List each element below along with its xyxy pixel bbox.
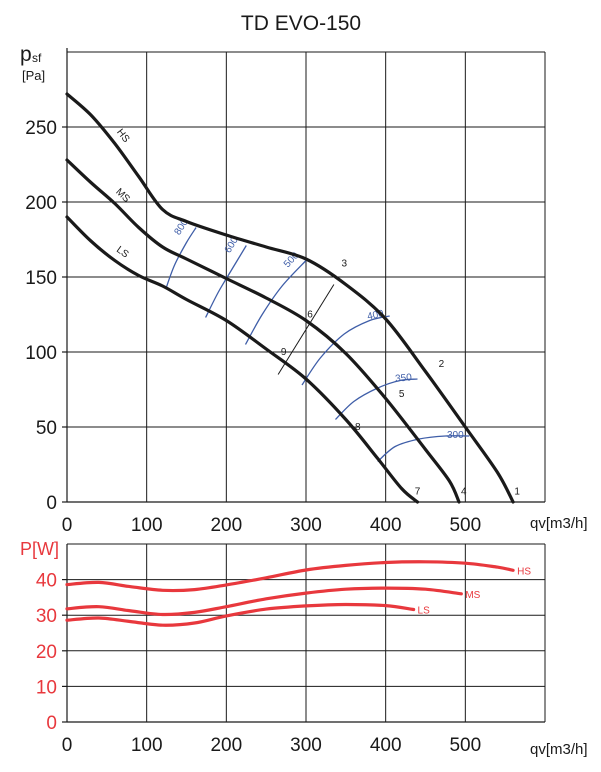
- power-x-tick-label: 200: [210, 735, 242, 756]
- pressure-axis-unit: [Pa]: [22, 68, 45, 83]
- operating-point-8: 8: [355, 422, 361, 433]
- pressure-axis-symbol: p: [20, 43, 32, 66]
- operating-point-labels: 1 2 3 4 5 6 7 8 9: [281, 259, 520, 498]
- operating-point-6: 6: [307, 310, 313, 321]
- pressure-curve-ms: [65, 158, 461, 504]
- iso-label-300: 300: [447, 430, 464, 441]
- power-y-tick-label: 40: [36, 571, 57, 592]
- iso-label-350: 350: [395, 372, 413, 384]
- y-tick-label: 50: [36, 418, 57, 439]
- pressure-axis-title: p sf [Pa]: [20, 43, 45, 83]
- y-tick-label: 250: [25, 118, 57, 139]
- y-tick-label: 200: [25, 193, 57, 214]
- power-y-tick-label: 10: [36, 677, 57, 698]
- power-y-tick-label: 0: [46, 713, 57, 734]
- x-tick-label: 500: [449, 515, 481, 536]
- pressure-curve-label-hs: HS: [114, 127, 131, 145]
- operating-point-1: 1: [514, 487, 520, 498]
- chart-title: TD EVO-150: [241, 12, 361, 35]
- power-chart-grid: [66, 543, 546, 723]
- operating-point-3: 3: [341, 259, 347, 270]
- pressure-curve-ls: [65, 215, 420, 504]
- operating-point-5: 5: [399, 389, 405, 400]
- power-x-tick-label: 300: [290, 735, 322, 756]
- operating-point-2: 2: [439, 359, 445, 370]
- power-y-tick-label: 30: [36, 606, 57, 627]
- x-tick-label: 400: [370, 515, 402, 536]
- operating-point-9: 9: [281, 347, 287, 358]
- x-tick-label: 0: [62, 515, 73, 536]
- power-curve-label-ls: LS: [418, 606, 431, 617]
- power-curves: HS MS LS: [65, 560, 531, 627]
- power-curve-ls: [65, 602, 416, 627]
- power-curve-ms: [65, 586, 463, 617]
- iso-line-800: [165, 227, 197, 290]
- x-tick-label: 200: [210, 515, 242, 536]
- system-curves: [277, 284, 335, 375]
- pressure-curve-hs: [65, 92, 515, 504]
- system-curve-line: [277, 284, 335, 375]
- operating-point-4: 4: [461, 487, 467, 498]
- power-x-tick-label: 0: [62, 735, 73, 756]
- pressure-chart-ticks: 0 50 100 150 200 250 0 100 200 300 400 500: [25, 118, 481, 536]
- power-curve-label-ms: MS: [465, 590, 480, 601]
- x-tick-label: 100: [131, 515, 163, 536]
- operating-point-7: 7: [415, 487, 421, 498]
- pressure-curve-label-ls: LS: [114, 244, 131, 260]
- main-x-axis-title: qv[m3/h]: [530, 515, 588, 532]
- pressure-axis-subscript: sf: [32, 51, 42, 65]
- y-tick-label: 150: [25, 268, 57, 289]
- x-tick-label: 300: [290, 515, 322, 536]
- power-y-tick-label: 20: [36, 642, 57, 663]
- power-curve-hs: [65, 560, 515, 593]
- power-x-tick-label: 100: [131, 735, 163, 756]
- power-x-tick-label: 400: [370, 735, 402, 756]
- y-tick-label: 100: [25, 343, 57, 364]
- power-axis-title: P[W]: [20, 539, 59, 559]
- power-x-tick-label: 500: [449, 735, 481, 756]
- power-curve-label-hs: HS: [517, 566, 531, 577]
- power-x-axis-title: qv[m3/h]: [530, 741, 588, 758]
- iso-line-400: [301, 315, 390, 386]
- pressure-chart-grid: [66, 48, 546, 503]
- y-tick-label: 0: [46, 493, 57, 514]
